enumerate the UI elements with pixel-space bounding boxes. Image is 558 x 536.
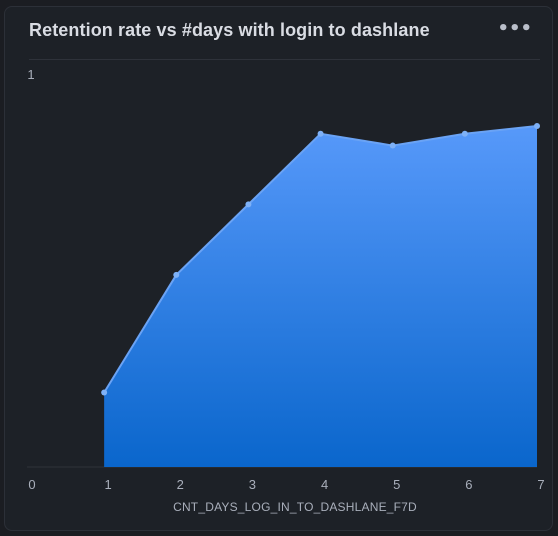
data-point-6[interactable] xyxy=(461,130,468,137)
more-horizontal-icon[interactable]: ••• xyxy=(497,18,532,39)
x-tick-label: 3 xyxy=(249,477,256,492)
y-tick-label: 1 xyxy=(27,67,34,82)
data-point-7[interactable] xyxy=(534,122,540,129)
header-divider xyxy=(29,59,540,60)
data-point-4[interactable] xyxy=(317,130,324,137)
x-tick-label: 4 xyxy=(321,477,328,492)
x-tick-label: 2 xyxy=(177,477,184,492)
area-fill xyxy=(104,125,538,468)
x-tick-label: 0 xyxy=(28,477,35,492)
data-point-2[interactable] xyxy=(173,271,180,278)
data-point-3[interactable] xyxy=(245,201,252,208)
x-tick-label: 6 xyxy=(465,477,472,492)
data-point-1[interactable] xyxy=(101,389,108,396)
x-axis-title: CNT_DAYS_LOG_IN_TO_DASHLANE_F7D xyxy=(173,500,417,514)
x-tick-label: 7 xyxy=(537,477,544,492)
chart-title: Retention rate vs #days with login to da… xyxy=(29,20,430,40)
x-tick-label: 1 xyxy=(105,477,112,492)
x-tick-label: 5 xyxy=(393,477,400,492)
data-point-5[interactable] xyxy=(389,142,396,149)
